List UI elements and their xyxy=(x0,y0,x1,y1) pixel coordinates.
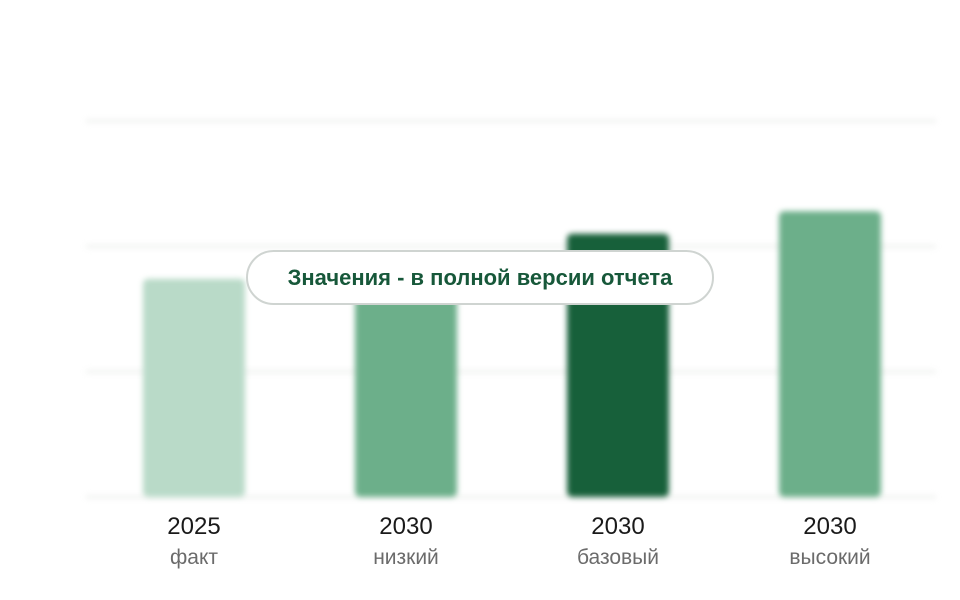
category-scenario-label: высокий xyxy=(789,546,870,569)
category-year-label: 2025 xyxy=(167,513,220,540)
category-scenario-label: низкий xyxy=(373,546,439,569)
category-year-label: 2030 xyxy=(803,513,856,540)
bars xyxy=(143,211,881,498)
category-year-label: 2030 xyxy=(591,513,644,540)
paywall-notice-text: Значения - в полной версии отчета xyxy=(287,264,673,290)
category-scenario-label: факт xyxy=(170,546,218,569)
bar-2 xyxy=(355,260,457,497)
category-year-label: 2030 xyxy=(379,513,432,540)
bar-4 xyxy=(779,211,881,498)
category-scenario-label: базовый xyxy=(577,546,659,569)
paywall-notice: Значения - в полной версии отчета xyxy=(246,250,714,305)
category-labels: 2025 факт 2030 низкий 2030 базовый 2030 высокий xyxy=(167,513,870,569)
bar-1 xyxy=(143,278,245,497)
